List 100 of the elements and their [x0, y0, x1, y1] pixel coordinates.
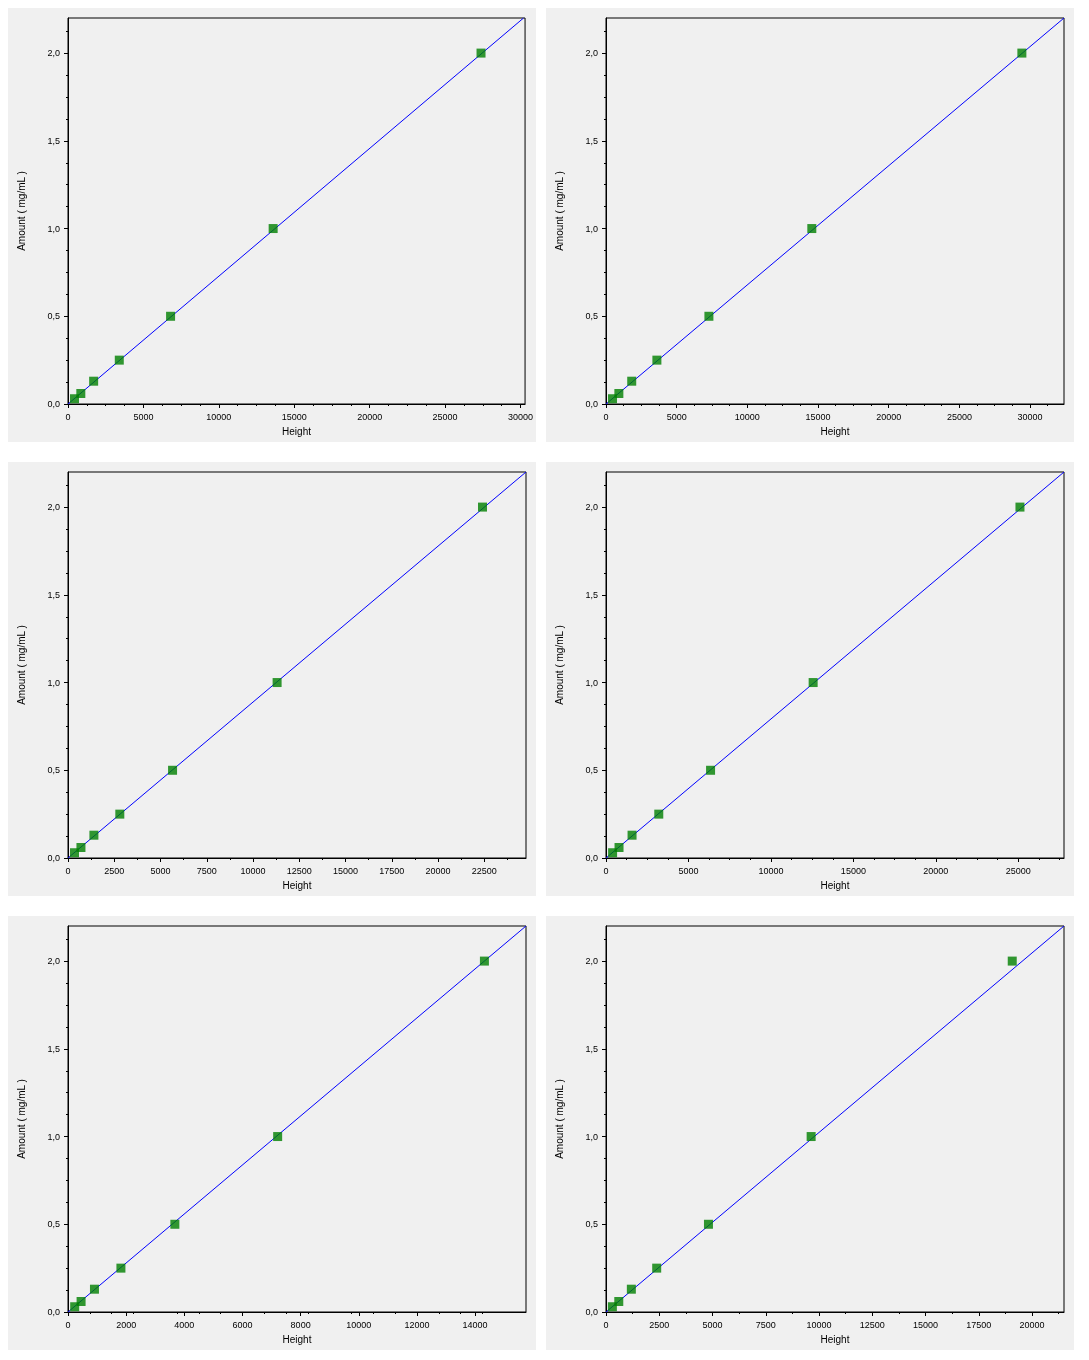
- y-tick-label: 2,0: [585, 502, 598, 513]
- point: [168, 765, 178, 775]
- x-tick-label: 12500: [859, 1319, 885, 1330]
- point: [1017, 48, 1027, 58]
- x-tick-label: 0: [603, 411, 609, 422]
- x-tick-label: 20000: [425, 865, 451, 876]
- x-tick-label: 15000: [913, 1319, 939, 1330]
- point: [654, 809, 664, 819]
- x-tick-label: 30000: [508, 411, 534, 422]
- x-tick-label: 2500: [104, 865, 125, 876]
- x-tick-label: 17500: [379, 865, 405, 876]
- y-axis-title: Amount ( mg/mL ): [15, 625, 27, 705]
- x-tick-label: 5000: [666, 411, 687, 422]
- x-tick-label: 10000: [240, 865, 266, 876]
- x-tick-label: 15000: [281, 411, 307, 422]
- x-tick-label: 10000: [734, 411, 760, 422]
- point: [627, 376, 637, 386]
- x-tick-label: 2500: [649, 1319, 670, 1330]
- y-tick-label: 2,0: [47, 956, 60, 967]
- y-tick-label: 1,0: [585, 677, 598, 688]
- y-tick-label: 1,0: [47, 1131, 60, 1142]
- x-tick-label: 8000: [290, 1319, 311, 1330]
- x-tick-label: 0: [603, 865, 609, 876]
- point: [614, 388, 624, 398]
- x-tick-label: 10000: [758, 865, 784, 876]
- x-tick-label: 15000: [840, 865, 866, 876]
- y-tick-label: 2,0: [47, 502, 60, 513]
- point: [479, 956, 489, 966]
- y-tick-label: 1,5: [585, 135, 598, 146]
- x-axis-title: Height: [282, 425, 312, 437]
- point: [170, 1219, 180, 1229]
- point: [89, 1284, 99, 1294]
- x-tick-label: 0: [65, 1319, 71, 1330]
- x-tick-label: 10000: [206, 411, 232, 422]
- point: [114, 355, 124, 365]
- x-axis-title: Height: [820, 879, 850, 891]
- point: [272, 678, 282, 688]
- y-tick-label: 1,0: [47, 223, 60, 234]
- y-tick-label: 1,5: [47, 589, 60, 600]
- y-axis-title: Amount ( mg/mL ): [15, 1079, 27, 1159]
- x-axis-title: Height: [820, 425, 850, 437]
- y-tick-label: 0,0: [585, 399, 598, 409]
- y-tick-label: 0,5: [47, 1219, 60, 1230]
- point: [268, 224, 278, 234]
- x-tick-label: 15000: [805, 411, 831, 422]
- point: [626, 1284, 636, 1294]
- point: [273, 1132, 283, 1142]
- point: [627, 830, 637, 840]
- y-tick-label: 0,5: [47, 311, 60, 322]
- point: [76, 388, 86, 398]
- y-tick-label: 1,5: [585, 1043, 598, 1054]
- point: [89, 830, 99, 840]
- x-axis-title: Height: [820, 1333, 850, 1345]
- x-tick-label: 7500: [196, 865, 217, 876]
- point: [614, 842, 624, 852]
- point: [806, 1132, 816, 1142]
- x-tick-label: 5000: [133, 411, 154, 422]
- y-tick-label: 0,0: [47, 1307, 60, 1317]
- point: [116, 1263, 126, 1273]
- x-tick-label: 0: [65, 411, 71, 422]
- x-tick-label: 25000: [1005, 865, 1031, 876]
- x-tick-label: 12500: [286, 865, 312, 876]
- x-tick-label: 25000: [946, 411, 972, 422]
- x-tick-label: 5000: [678, 865, 699, 876]
- point: [166, 311, 176, 321]
- point: [1007, 956, 1017, 966]
- x-tick-label: 12000: [404, 1319, 430, 1330]
- y-axis-title: Amount ( mg/mL ): [553, 1079, 565, 1159]
- y-tick-label: 0,0: [585, 1307, 598, 1317]
- x-tick-label: 4000: [174, 1319, 195, 1330]
- x-tick-label: 20000: [1019, 1319, 1045, 1330]
- y-tick-label: 0,5: [585, 765, 598, 776]
- x-tick-label: 2000: [116, 1319, 137, 1330]
- y-tick-label: 0,5: [585, 311, 598, 322]
- point: [614, 1296, 624, 1306]
- point: [89, 376, 99, 386]
- y-tick-label: 1,0: [585, 1131, 598, 1142]
- x-tick-label: 15000: [333, 865, 359, 876]
- y-tick-label: 0,5: [47, 765, 60, 776]
- x-tick-label: 20000: [357, 411, 383, 422]
- x-tick-label: 25000: [432, 411, 458, 422]
- x-tick-label: 5000: [702, 1319, 723, 1330]
- point: [76, 842, 86, 852]
- x-tick-label: 7500: [755, 1319, 776, 1330]
- x-tick-label: 14000: [462, 1319, 488, 1330]
- x-axis-title: Height: [282, 1333, 312, 1345]
- point: [706, 765, 716, 775]
- y-axis-title: Amount ( mg/mL ): [553, 625, 565, 705]
- point: [115, 809, 125, 819]
- x-tick-label: 0: [603, 1319, 609, 1330]
- y-tick-label: 1,5: [47, 1043, 60, 1054]
- point: [478, 502, 488, 512]
- y-tick-label: 1,0: [585, 223, 598, 234]
- point: [703, 1219, 713, 1229]
- y-axis-title: Amount ( mg/mL ): [15, 171, 27, 251]
- x-tick-label: 30000: [1017, 411, 1043, 422]
- y-tick-label: 0,5: [585, 1219, 598, 1230]
- point: [1015, 502, 1025, 512]
- point: [652, 1263, 662, 1273]
- y-tick-label: 0,0: [47, 853, 60, 863]
